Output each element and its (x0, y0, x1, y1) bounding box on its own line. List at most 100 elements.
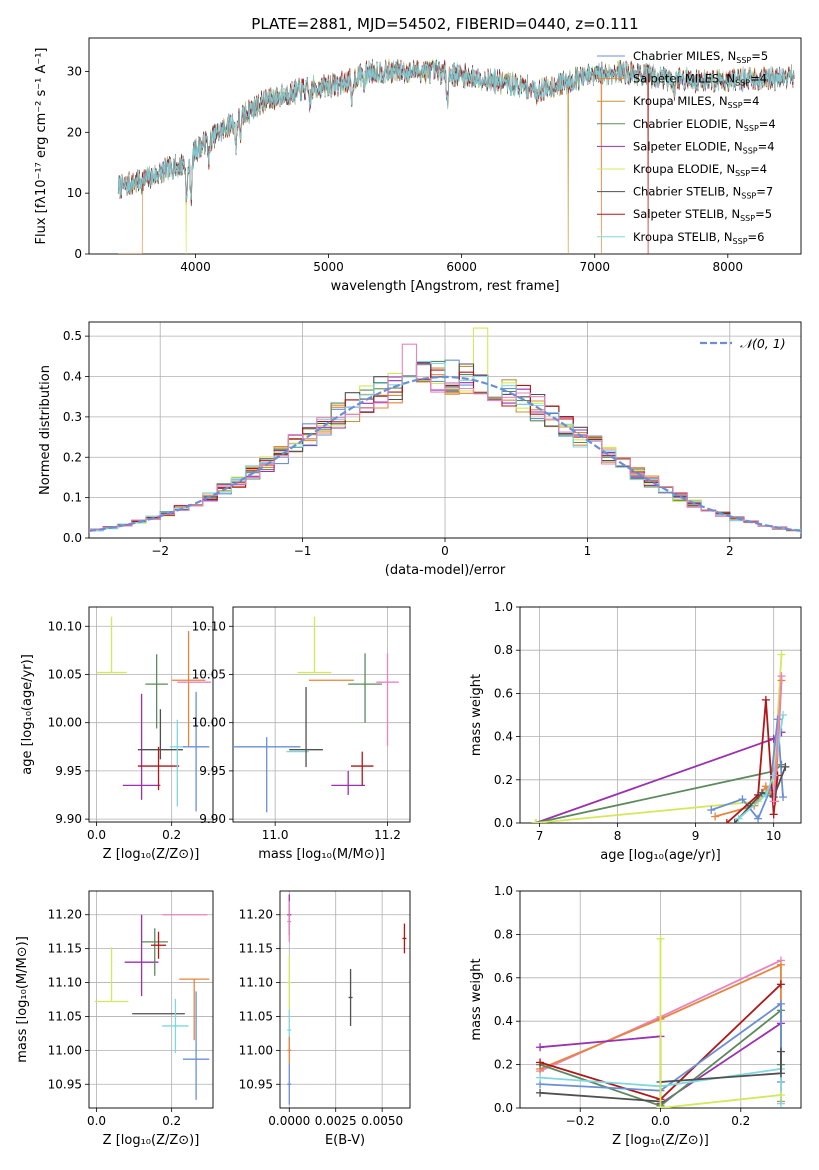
legend-label-name: Chabrier ELODIE, N (633, 117, 744, 131)
errorbar-plot-area (233, 616, 399, 813)
y-tick-label: 1.0 (494, 884, 513, 898)
data-point (151, 931, 167, 959)
y-tick-label: 0.0 (494, 1101, 513, 1115)
x-tick-label: 0.2 (731, 1114, 750, 1128)
y-tick-label: 10.10 (192, 619, 226, 633)
y-tick-label: 11.20 (48, 908, 82, 922)
weight-marker (761, 790, 770, 799)
data-point (141, 928, 168, 976)
weight-marker (536, 1073, 545, 1082)
weight-line (540, 1002, 782, 1092)
y-tick-label: 20 (67, 125, 82, 139)
weight-marker (656, 1104, 665, 1108)
weight-marker (776, 999, 785, 1008)
legend-label-name: Kroupa STELIB, N (633, 230, 733, 244)
y-tick-label: 10.00 (48, 716, 82, 730)
y-axis-label: Flux [fλ10⁻¹⁷ erg cm⁻² s⁻¹ A⁻¹] (34, 48, 49, 245)
chart-mass-weight-vs-z: −0.2 0.0 0.2 0.0 0.2 0.4 0.6 0.8 1.0 Z [log₁₀(Z/Z… (469, 884, 802, 1148)
spectrum-line (117, 59, 795, 254)
y-axis-label: mass weight (469, 958, 484, 1040)
legend-label-sub: SSP (743, 146, 758, 155)
legend-label-name: Salpeter MILES, N (633, 72, 735, 86)
y-tick-label: 0.4 (494, 1014, 513, 1028)
x-tick-label: 0.0000 (268, 1114, 310, 1128)
data-point (137, 746, 180, 791)
data-point (287, 1036, 292, 1064)
data-point (297, 616, 332, 674)
data-point (124, 914, 159, 997)
weight-line (738, 714, 784, 820)
y-tick-label: 9.95 (55, 764, 82, 778)
y-tick-label: 30 (67, 64, 82, 78)
y-tick-label: 0.0 (63, 531, 82, 545)
data-point (179, 978, 210, 1041)
x-tick-label: 9 (692, 829, 700, 843)
weight-line (659, 938, 781, 1108)
weight-line (535, 654, 783, 823)
weight-marker (769, 771, 778, 780)
weight-marker (769, 797, 778, 806)
data-point (287, 901, 292, 942)
chart-mass-weight-vs-age: 7 8 9 10 0.0 0.2 0.4 0.6 0.8 1.0 age [log₁₀(age/yr… (469, 600, 802, 863)
data-point (287, 1063, 292, 1105)
x-tick-label: −1 (294, 544, 312, 558)
x-axis-label: wavelength [Angstrom, rest frame] (331, 279, 560, 294)
y-tick-label: 11.15 (239, 942, 273, 956)
data-point (289, 687, 323, 768)
y-tick-label: 10.00 (192, 716, 226, 730)
data-point (348, 968, 353, 1026)
data-point (182, 991, 210, 1100)
y-tick-label: 0.2 (63, 450, 82, 464)
spectrum-plot-area (117, 58, 795, 254)
errorbar-plot-area (287, 894, 407, 1105)
weight-marker (707, 806, 716, 815)
x-tick-label: 10 (766, 829, 781, 843)
data-point (182, 691, 210, 812)
data-point (96, 616, 127, 674)
y-tick-label: 10.95 (48, 1077, 82, 1091)
legend-label-sub: SSP (740, 214, 755, 223)
legend-label: Kroupa ELODIE, NSSP=4 (633, 162, 767, 178)
weight-marker (776, 960, 785, 969)
histogram-step (89, 343, 801, 534)
data-point (376, 653, 399, 746)
weight-marker (761, 695, 770, 704)
legend-label-value: =5 (751, 49, 768, 63)
x-axis-label: Z [log₁₀(Z/Z⊙)] (103, 1133, 200, 1148)
legend-label-sub: SSP (735, 79, 750, 88)
data-point (145, 654, 168, 729)
spectrum-line (117, 59, 795, 254)
weight-marker (754, 814, 763, 823)
data-point (331, 770, 366, 796)
weight-marker (531, 819, 540, 823)
legend-label-name: Chabrier STELIB, N (633, 185, 741, 199)
legend-label: Chabrier STELIB, NSSP=7 (633, 185, 773, 201)
errorbar-plot-area (94, 914, 210, 1100)
legend-label-value: =4 (750, 72, 767, 86)
chart-mass-vs-ebv: 0.0000 0.0025 0.0050 10.95 11.00 11.05 11.10 11… (239, 890, 411, 1148)
y-tick-label: 0.2 (494, 1058, 513, 1072)
y-tick-label: 11.10 (48, 976, 82, 990)
legend-label-value: =4 (743, 94, 760, 108)
data-point (169, 719, 185, 807)
y-tick-label: 10.95 (239, 1077, 273, 1091)
x-axis-label: age [log₁₀(age/yr)] (600, 848, 721, 863)
y-tick-label: 0.0 (494, 816, 513, 830)
x-axis-label: Z [log₁₀(Z/Z⊙)] (103, 847, 200, 862)
chart-mass-vs-z: 0.0 0.2 10.95 11.00 11.05 11.10 11.15 11.20 Z [l… (15, 890, 214, 1148)
x-tick-label: 0.0 (87, 1114, 106, 1128)
y-tick-label: 9.90 (55, 812, 82, 826)
legend-label-name: Salpeter ELODIE, N (633, 139, 743, 153)
weight-marker (776, 1069, 785, 1078)
y-tick-label: 0.6 (494, 971, 513, 985)
legend-label-sub: SSP (736, 56, 751, 65)
y-tick-label: 0.6 (494, 686, 513, 700)
normal-curve (89, 375, 801, 532)
weight-marker (536, 1088, 545, 1097)
y-tick-label: 10 (67, 186, 82, 200)
legend-label: Salpeter STELIB, NSSP=5 (633, 207, 772, 223)
y-tick-label: 0.8 (494, 927, 513, 941)
weight-plot-area (536, 934, 785, 1108)
legend-label: Chabrier ELODIE, NSSP=4 (633, 117, 776, 133)
x-tick-label: 11.2 (374, 828, 401, 842)
